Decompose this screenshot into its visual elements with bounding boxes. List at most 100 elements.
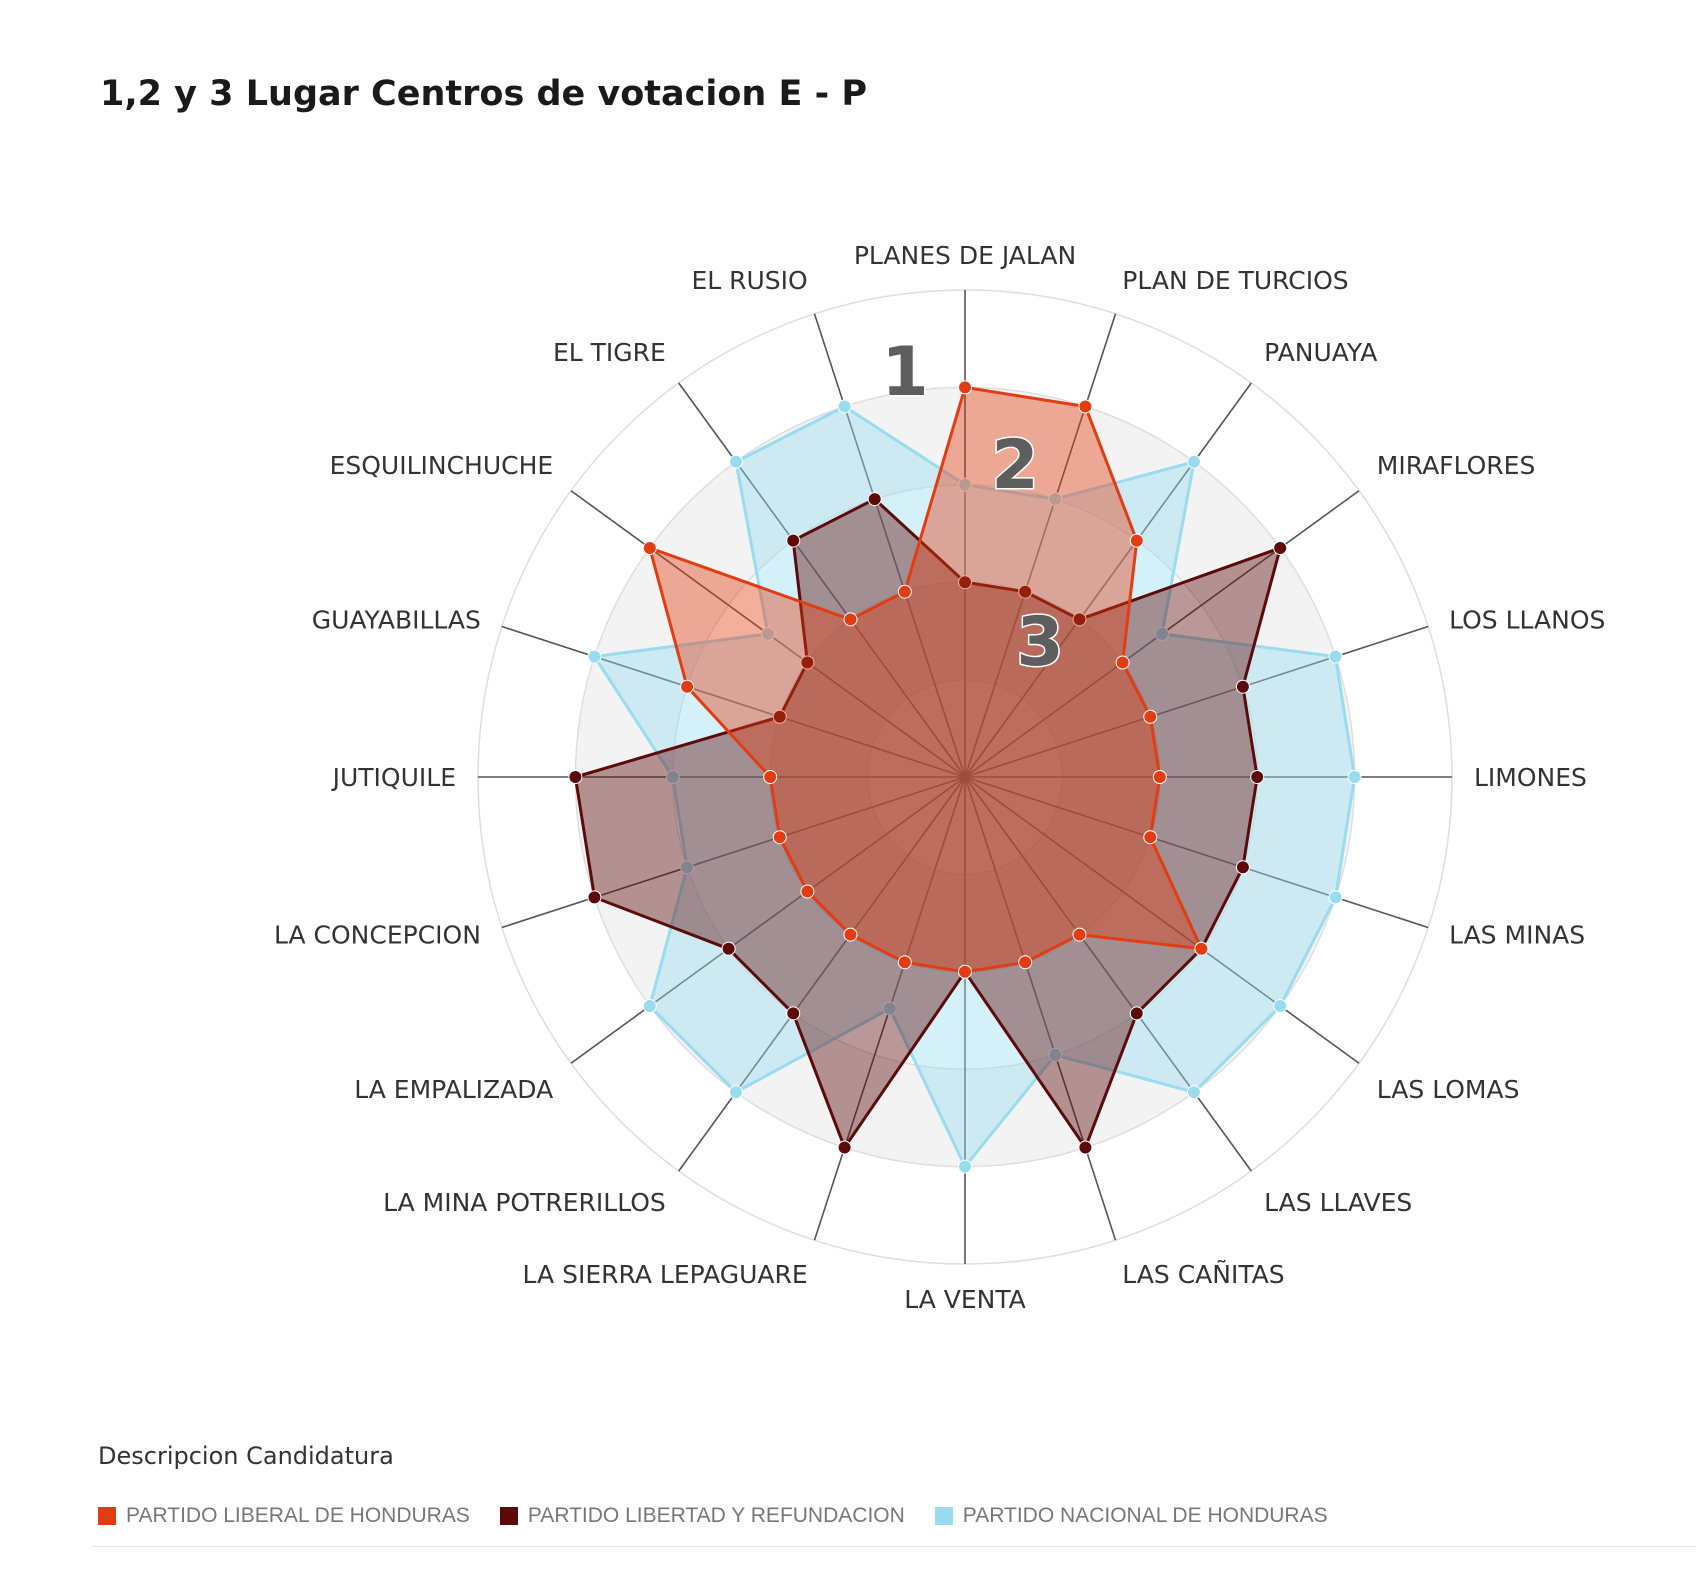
radar-spoke [964, 313, 1117, 778]
data-point [1187, 454, 1202, 469]
data-point [1078, 399, 1093, 414]
legend-item-nacional[interactable]: PARTIDO NACIONAL DE HONDURAS [934, 1504, 1328, 1528]
radar-spoke [678, 776, 966, 1172]
data-point [763, 770, 778, 784]
legend-item-libre[interactable]: PARTIDO LIBERTAD Y REFUNDACION [499, 1504, 905, 1528]
radar-annotations: 12 3 [880, 332, 1065, 684]
data-point [882, 1001, 897, 1016]
legend-title: Descripcion Candidatura [98, 1442, 394, 1470]
data-point [1072, 612, 1087, 627]
data-point [1018, 584, 1033, 599]
radar-spoke [964, 625, 1429, 778]
data-point [1048, 492, 1063, 507]
axis-label: JUTIQUILE [331, 763, 456, 792]
data-point [843, 612, 858, 627]
data-point [800, 655, 815, 670]
data-point [958, 477, 972, 492]
axis-label: PANUAYA [1264, 338, 1377, 367]
axis-label: LA VENTA [904, 1285, 1026, 1314]
data-point [728, 454, 743, 469]
data-point [1143, 709, 1158, 724]
data-point [568, 770, 583, 784]
axis-label: LA SIERRA LEPAGUARE [523, 1260, 808, 1289]
data-point [958, 964, 972, 979]
data-point [665, 770, 680, 784]
radar-spoke [813, 313, 966, 778]
data-point [1235, 679, 1250, 694]
data-point [1347, 770, 1362, 784]
data-point [680, 679, 695, 694]
data-point [1115, 655, 1130, 670]
axis-label: LAS LLAVES [1264, 1188, 1412, 1217]
data-point [1129, 1006, 1144, 1021]
data-point [1072, 927, 1087, 942]
data-point [642, 540, 657, 555]
data-point [587, 890, 602, 905]
data-point [1129, 533, 1144, 548]
axis-label: LA EMPALIZADA [354, 1075, 553, 1104]
data-point [786, 1006, 801, 1021]
radar-spokes [478, 290, 1452, 1264]
axis-label: LA CONCEPCION [274, 920, 481, 949]
data-point [843, 927, 858, 942]
data-point [1273, 999, 1288, 1014]
axis-label: LA MINA POTRERILLOS [383, 1188, 666, 1217]
data-point [1328, 649, 1343, 664]
rank-annotation: 2 [991, 426, 1038, 505]
data-point [1194, 941, 1209, 956]
data-point [772, 830, 787, 845]
legend-swatch-liberal [98, 1507, 116, 1525]
axis-label: LIMONES [1474, 763, 1587, 792]
axis-label: PLANES DE JALAN [854, 241, 1076, 270]
data-point [1154, 626, 1169, 641]
data-point [897, 955, 912, 970]
data-point [1273, 540, 1288, 555]
data-point [867, 492, 882, 507]
radar-spoke [964, 776, 1360, 1064]
axis-label: LAS CAÑITAS [1122, 1259, 1284, 1289]
rank-annotation: 1 [881, 333, 928, 412]
data-point [958, 1159, 972, 1174]
axis-label: LOS LLANOS [1449, 606, 1605, 635]
radar-spoke [678, 382, 966, 778]
radar-spoke [964, 382, 1252, 778]
data-point [1235, 860, 1250, 875]
rank-annotation: 3 [1016, 603, 1063, 682]
axis-label: ESQUILINCHUCHE [330, 451, 554, 480]
data-point [958, 380, 972, 395]
radar-spoke [964, 776, 1252, 1172]
data-point [721, 941, 736, 956]
data-point [587, 649, 602, 664]
radar-spoke [964, 776, 1117, 1241]
data-point [800, 884, 815, 899]
axis-label: PLAN DE TURCIOS [1122, 266, 1348, 295]
bottom-divider [92, 1546, 1696, 1547]
radar-spoke [501, 776, 966, 929]
legend-label-liberal: PARTIDO LIBERAL DE HONDURAS [126, 1504, 470, 1527]
data-point [772, 709, 787, 724]
axis-label: EL TIGRE [553, 338, 666, 367]
axis-label: EL RUSIO [691, 266, 807, 295]
data-point [1152, 770, 1167, 784]
axis-label: MIRAFLORES [1377, 451, 1536, 480]
legend-swatch-libre [499, 1507, 518, 1525]
legend-item-liberal[interactable]: PARTIDO LIBERAL DE HONDURAS [98, 1504, 470, 1528]
series-2 [642, 380, 1209, 979]
data-point [1078, 1140, 1093, 1155]
data-point [837, 1140, 852, 1155]
data-point [1187, 1085, 1202, 1100]
data-point [1143, 830, 1158, 845]
radar-labels: PLANES DE JALAN PLAN DE TURCIOS PANUAYA MIR… [274, 241, 1605, 1314]
data-point [1048, 1047, 1063, 1062]
data-point [958, 575, 972, 590]
data-point [1018, 955, 1033, 970]
data-point [642, 999, 657, 1014]
data-point [786, 533, 801, 548]
chart-title: 1,2 y 3 Lugar Centros de votacion E - P [100, 74, 867, 114]
legend-label-nacional: PARTIDO NACIONAL DE HONDURAS [962, 1504, 1328, 1527]
axis-label: LAS LOMAS [1377, 1075, 1520, 1104]
data-point [680, 860, 695, 875]
radar-spoke [501, 625, 966, 778]
data-point [1328, 890, 1343, 905]
data-point [761, 626, 776, 641]
